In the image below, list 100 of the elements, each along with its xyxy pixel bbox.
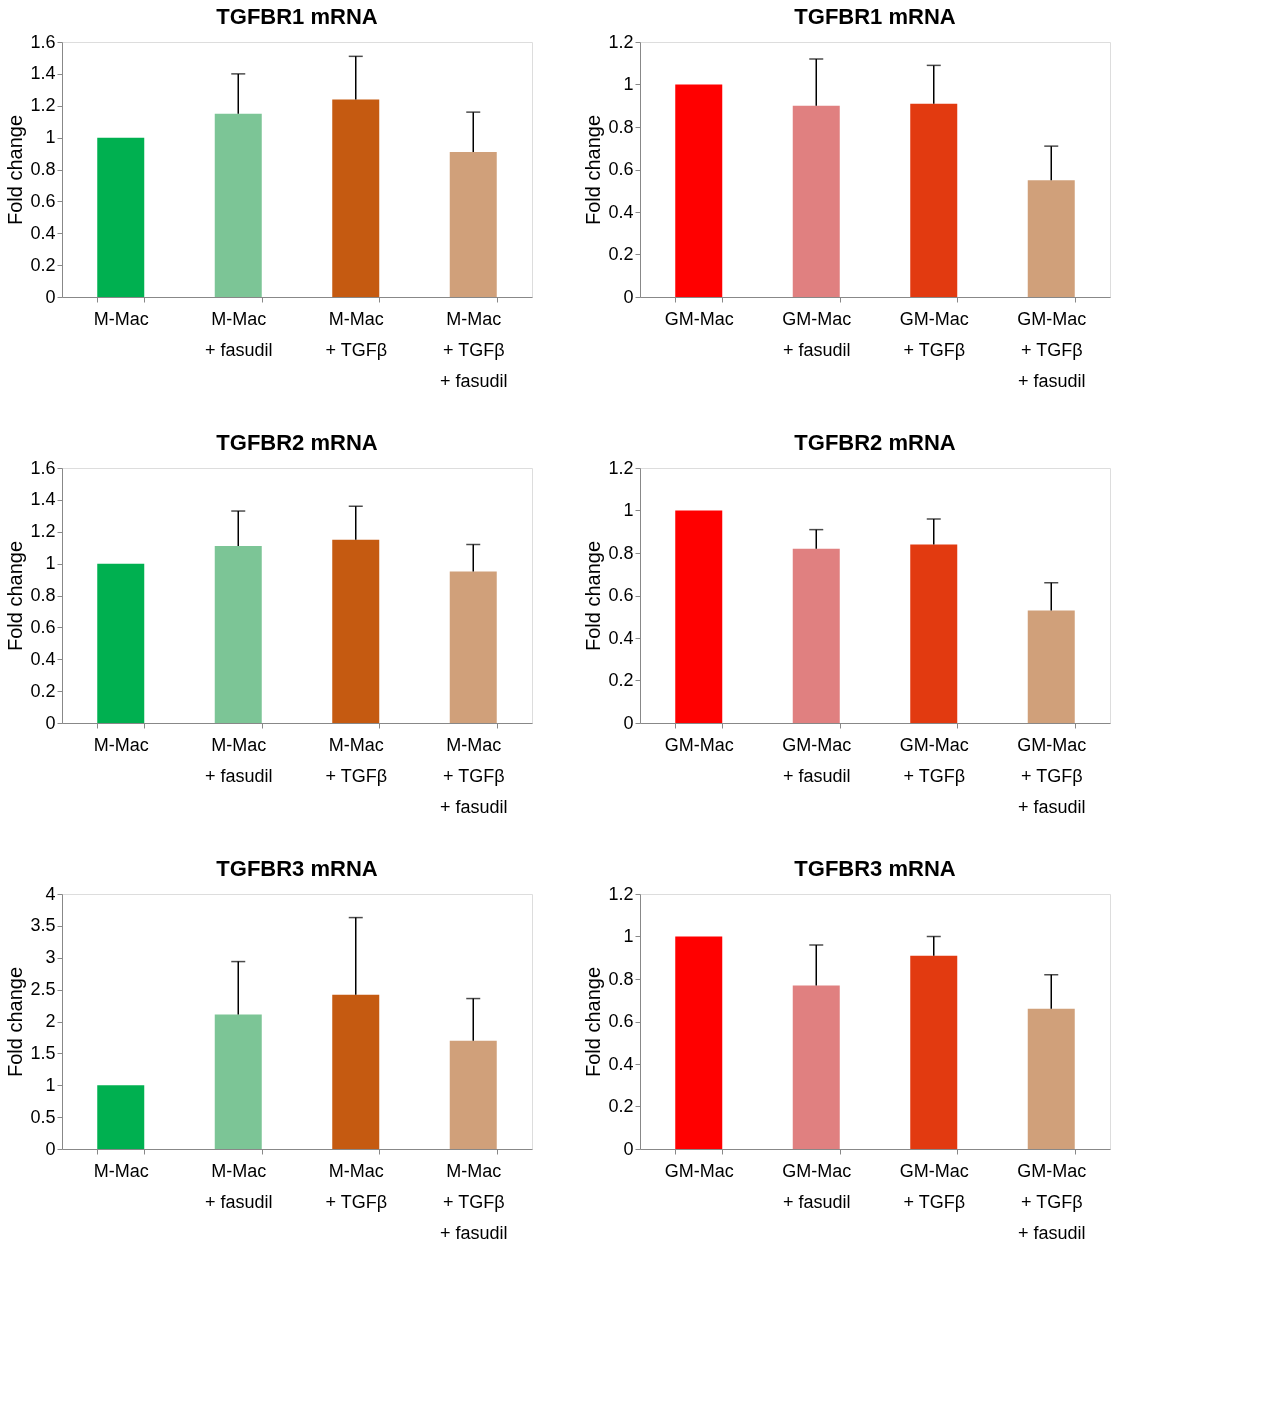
x-tick-label: M-Mac + fasudil (204, 1160, 273, 1212)
y-tick-label: 2 (45, 1011, 56, 1031)
bar (1027, 1008, 1075, 1149)
y-tick-label: 1.2 (608, 31, 634, 52)
y-axis-title: Fold change (4, 540, 27, 652)
x-tick-label: M-Mac + TGFβ (325, 734, 388, 786)
x-tick-label: M-Mac (93, 734, 149, 755)
y-tick-label: 0 (623, 286, 634, 307)
x-tick-label: GM-Mac + TGFβ + fasudil (1017, 734, 1087, 817)
chart-title: TGFBR3 mRNA (794, 856, 956, 881)
x-tick-label: GM-Mac + fasudil (782, 308, 852, 360)
x-tick-label: GM-Mac + fasudil (782, 734, 852, 786)
y-tick-label: 1.4 (30, 63, 56, 84)
y-tick-label: 0.6 (608, 1011, 634, 1031)
y-tick-label: 0.2 (608, 1096, 634, 1116)
bar (910, 544, 958, 723)
bar (792, 105, 840, 297)
x-tick-label: M-Mac + fasudil (204, 734, 273, 786)
x-tick-label: GM-Mac + TGFβ + fasudil (1017, 1160, 1087, 1243)
y-tick-label: 3 (45, 947, 56, 968)
y-tick-label: 1 (623, 500, 634, 520)
bar (97, 1085, 145, 1149)
y-tick-label: 1.2 (608, 457, 634, 478)
y-tick-label: 0 (45, 1138, 56, 1159)
x-tick-label: M-Mac + TGFβ + fasudil (439, 1160, 508, 1243)
y-tick-label: 1.2 (608, 883, 634, 904)
y-tick-label: 0.2 (608, 244, 634, 264)
x-tick-label: M-Mac + TGFβ + fasudil (439, 734, 508, 817)
y-tick-label: 1 (623, 926, 634, 946)
y-tick-label: 0 (45, 712, 56, 733)
y-tick-label: 0.8 (608, 116, 634, 137)
x-tick-label: GM-Mac (664, 308, 734, 329)
bar (1027, 180, 1075, 297)
y-tick-label: 0.4 (30, 648, 56, 669)
y-tick-label: 0 (623, 712, 634, 733)
x-tick-label: GM-Mac + TGFβ + fasudil (1017, 308, 1087, 391)
y-tick-label: 0.5 (30, 1106, 56, 1127)
y-tick-label: 1 (45, 127, 56, 148)
bar (97, 563, 145, 723)
y-tick-label: 1.2 (30, 521, 56, 542)
y-tick-label: 2.5 (30, 979, 56, 1000)
x-tick-label: GM-Mac + TGFβ (899, 308, 969, 360)
bar (332, 539, 380, 723)
y-tick-label: 0.8 (30, 585, 56, 605)
x-tick-label: M-Mac + TGFβ + fasudil (439, 308, 508, 391)
y-tick-label: 1.6 (30, 457, 56, 478)
y-tick-label: 0.4 (608, 1053, 634, 1074)
bar (449, 571, 497, 723)
y-axis-title: Fold change (4, 966, 27, 1078)
y-tick-label: 1 (45, 553, 56, 574)
chart-title: TGFBR1 mRNA (794, 4, 956, 29)
y-tick-label: 0.8 (608, 542, 634, 563)
y-tick-label: 1.6 (30, 31, 56, 52)
y-axis-title: Fold change (4, 114, 27, 226)
x-tick-label: M-Mac + TGFβ (325, 308, 388, 360)
x-tick-label: GM-Mac + fasudil (782, 1160, 852, 1212)
y-tick-label: 0 (623, 1138, 634, 1159)
y-tick-label: 4 (45, 883, 56, 904)
x-tick-label: M-Mac + fasudil (204, 308, 273, 360)
y-tick-label: 0.6 (30, 616, 56, 637)
y-tick-label: 0.6 (608, 159, 634, 179)
bar (1027, 610, 1075, 723)
x-tick-label: M-Mac (93, 308, 149, 329)
y-tick-label: 0.4 (30, 222, 56, 243)
y-tick-label: 0.4 (608, 201, 634, 222)
bar (449, 151, 497, 297)
bar (675, 84, 723, 297)
chart-title: TGFBR3 mRNA (216, 856, 378, 881)
x-tick-label: GM-Mac + TGFβ (899, 1160, 969, 1212)
y-tick-label: 1.5 (30, 1042, 56, 1063)
y-tick-label: 0.6 (608, 585, 634, 605)
bar (214, 1014, 262, 1149)
y-tick-label: 3.5 (30, 915, 56, 936)
chart-title: TGFBR2 mRNA (216, 430, 378, 455)
y-tick-label: 0.4 (608, 627, 634, 648)
bar (792, 548, 840, 723)
y-tick-label: 1 (45, 1074, 56, 1095)
bar (97, 137, 145, 297)
y-tick-label: 0.6 (30, 190, 56, 211)
chart-title: TGFBR2 mRNA (794, 430, 956, 455)
y-tick-label: 0.8 (608, 968, 634, 989)
x-tick-label: GM-Mac (664, 1160, 734, 1181)
y-tick-label: 1.4 (30, 489, 56, 510)
y-axis-title: Fold change (582, 540, 605, 652)
x-tick-label: M-Mac (93, 1160, 149, 1181)
y-tick-label: 0.8 (30, 159, 56, 179)
bar (214, 113, 262, 297)
bar (910, 103, 958, 297)
y-tick-label: 0 (45, 286, 56, 307)
bar (675, 510, 723, 723)
y-axis-title: Fold change (582, 114, 605, 226)
y-tick-label: 1.2 (30, 95, 56, 116)
bar (675, 936, 723, 1149)
bar (332, 994, 380, 1149)
y-tick-label: 0.2 (30, 254, 56, 275)
x-tick-label: M-Mac + TGFβ (325, 1160, 388, 1212)
y-tick-label: 1 (623, 74, 634, 94)
y-tick-label: 0.2 (608, 670, 634, 690)
bar (910, 955, 958, 1149)
bar (332, 99, 380, 297)
